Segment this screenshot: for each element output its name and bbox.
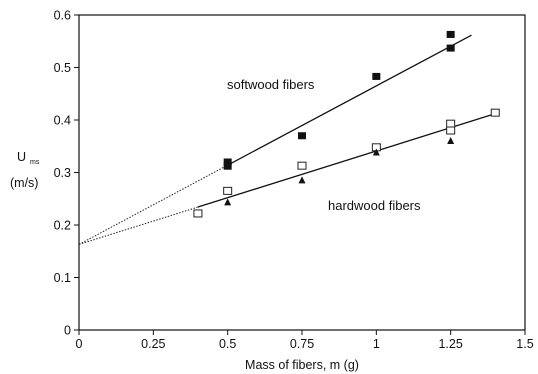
x-tick-label: 0 (76, 337, 83, 351)
y-tick-label: 0.1 (54, 271, 71, 285)
point-hardwood_open_square (446, 126, 456, 135)
point-softwood (298, 132, 306, 140)
point-hardwood_filled_triangle (224, 198, 232, 206)
y-tick-label: 0.5 (54, 61, 71, 75)
point-hardwood_filled_triangle (372, 148, 380, 156)
plot-frame (78, 14, 526, 331)
y-axis-unit: (m/s) (10, 176, 38, 190)
softwood-extrapolation-dotted (78, 164, 228, 245)
x-tick-label: 1.5 (516, 337, 533, 351)
point-hardwood_open_square (490, 108, 500, 117)
y-tick-label: 0.2 (54, 219, 71, 233)
x-tick-label: 1.25 (438, 337, 462, 351)
point-softwood (223, 162, 232, 170)
y-tick-label: 0.4 (54, 114, 71, 128)
point-softwood (446, 44, 455, 52)
x-axis-title: Mass of fibers, m (g) (245, 358, 359, 372)
point-hardwood_open_square (193, 209, 203, 218)
y-tick-label: 0.6 (54, 9, 71, 23)
annotation-hardwood-fibers: hardwood fibers (328, 198, 421, 213)
point-softwood (223, 158, 232, 166)
point-hardwood_open_square (446, 119, 456, 128)
annotation-softwood-fibers: softwood fibers (227, 77, 315, 92)
labels: softwood fibers hardwood fibers Mass of … (10, 77, 421, 372)
data-points (193, 30, 500, 218)
y-tick-label: 0 (64, 324, 71, 338)
point-hardwood_filled_triangle (298, 176, 306, 184)
axes: 0 0.25 0.5 0.75 1 1.25 1.5 0 0.1 0.2 0.3 0.4 0.5 0.6 (54, 9, 534, 352)
x-tick-label: 0.5 (219, 337, 236, 351)
y-axis-title: U (17, 150, 26, 164)
x-tick-label: 0.75 (290, 337, 314, 351)
point-softwood (372, 72, 381, 80)
point-softwood (446, 30, 455, 38)
y-axis-title-subscript: ms (30, 159, 40, 166)
softwood-fit-line (227, 34, 472, 166)
point-hardwood_open_square (297, 161, 307, 170)
x-tick-label: 1 (373, 337, 380, 351)
point-hardwood_filled_triangle (447, 137, 455, 144)
x-tick-label: 0.25 (141, 337, 165, 351)
hardwood-fit-line (197, 112, 496, 208)
fit-lines (78, 34, 496, 245)
point-hardwood_open_square (223, 186, 233, 195)
y-tick-label: 0.3 (54, 166, 71, 180)
